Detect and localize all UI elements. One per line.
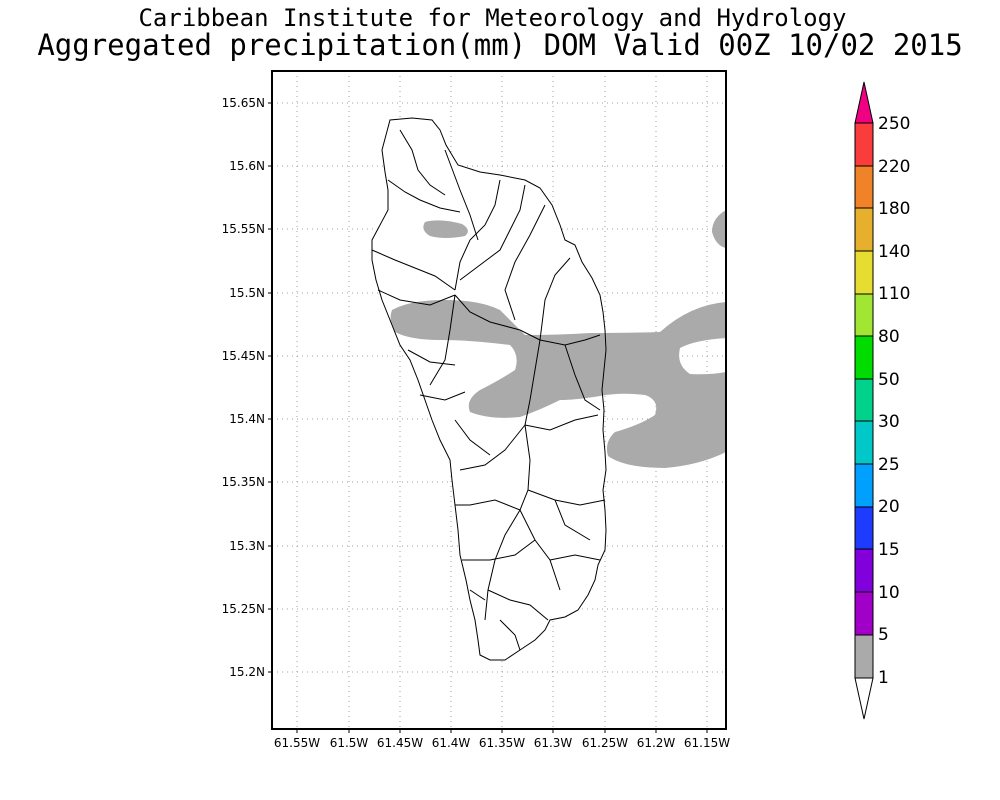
lon-label: 61.3W [533, 736, 573, 750]
lat-label: 15.2N [229, 665, 265, 679]
colorbar-label: 80 [878, 327, 900, 347]
colorbar-bottom-arrow [854, 677, 874, 720]
lon-label: 61.55W [273, 736, 321, 750]
colorbar-swatch-1-5 [854, 634, 874, 679]
colorbar-swatch-30-50 [854, 378, 874, 422]
colorbar-swatch-25-30 [854, 420, 874, 465]
colorbar-label: 20 [878, 497, 900, 517]
colorbar-label: 180 [878, 199, 911, 219]
map-grid [272, 71, 726, 729]
lon-label: 61.35W [478, 736, 526, 750]
lon-label: 61.2W [636, 736, 676, 750]
colorbar-label: 15 [878, 540, 900, 560]
lat-label: 15.5N [229, 286, 265, 300]
lat-label: 15.25N [221, 602, 265, 616]
precipitation-area [390, 210, 726, 468]
colorbar-label: 1 [878, 668, 889, 688]
colorbar-swatch-50-80 [854, 335, 874, 380]
axis-ticks [268, 102, 708, 733]
colorbar-swatch-15-20 [854, 506, 874, 550]
colorbar-label: 50 [878, 370, 900, 390]
colorbar-swatch-5-10 [854, 591, 874, 636]
colorbar-label: 25 [878, 455, 900, 475]
colorbar-swatch-180-220 [854, 165, 874, 209]
colorbar-label: 30 [878, 412, 900, 432]
chart-title-line2: Aggregated precipitation(mm) DOM Valid 0… [37, 28, 963, 62]
colorbar [854, 81, 874, 720]
lat-label: 15.6N [229, 159, 265, 173]
colorbar-label: 140 [878, 242, 911, 262]
lon-label: 61.5W [329, 736, 369, 750]
lat-label: 15.4N [229, 412, 265, 426]
lat-label: 15.3N [229, 539, 265, 553]
colorbar-top-arrow [854, 81, 874, 124]
colorbar-swatch-110-140 [854, 250, 874, 295]
colorbar-label: 110 [878, 284, 911, 304]
colorbar-label: 10 [878, 583, 900, 603]
lon-label: 61.15W [683, 736, 731, 750]
colorbar-swatch-220-250 [854, 122, 874, 167]
lon-label: 61.4W [431, 736, 471, 750]
colorbar-swatch-20-25 [854, 463, 874, 508]
chart-title-line1: Caribbean Institute for Meteorology and … [138, 4, 847, 32]
lat-label: 15.35N [221, 475, 265, 489]
colorbar-label: 220 [878, 157, 911, 177]
watershed-boundaries [371, 129, 606, 651]
map-frame [271, 70, 727, 730]
lat-label: 15.55N [221, 222, 265, 236]
colorbar-label: 250 [878, 114, 911, 134]
lon-label: 61.45W [376, 736, 424, 750]
colorbar-swatch-80-110 [854, 293, 874, 337]
lon-label: 61.25W [581, 736, 629, 750]
lat-label: 15.65N [221, 96, 265, 110]
island-coastline [371, 117, 607, 661]
colorbar-label: 5 [878, 625, 889, 645]
colorbar-swatch-10-15 [854, 548, 874, 593]
lat-label: 15.45N [221, 349, 265, 363]
colorbar-swatch-140-180 [854, 207, 874, 252]
